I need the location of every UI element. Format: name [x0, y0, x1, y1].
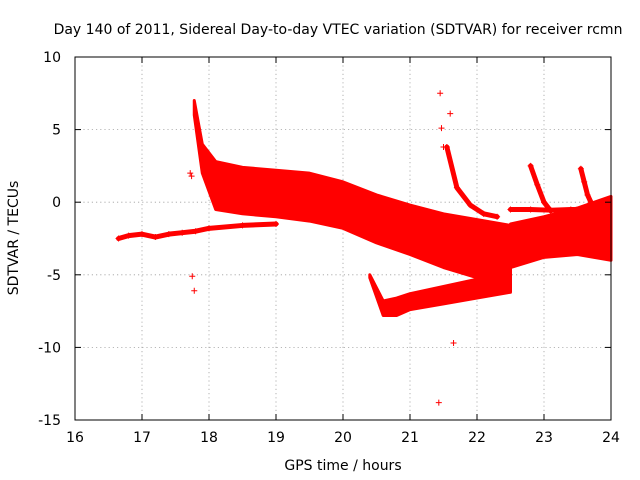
data-point	[435, 399, 442, 406]
data-point	[467, 202, 474, 209]
x-tick-label: 18	[200, 430, 218, 446]
series-line	[444, 144, 500, 220]
series-line	[578, 166, 594, 205]
data-points: upper main tracelower rising tracepost-2…	[115, 90, 613, 406]
x-tick-label: 23	[535, 430, 553, 446]
data-point	[494, 213, 501, 220]
data-point	[125, 232, 132, 239]
x-tick-label: 17	[133, 430, 151, 446]
data-point	[453, 184, 460, 191]
data-point	[584, 191, 591, 198]
data-point	[581, 178, 588, 185]
data-point	[206, 225, 212, 232]
x-tick-label: 24	[602, 430, 620, 446]
data-point	[139, 231, 145, 238]
data-point	[567, 206, 574, 213]
data-point	[447, 110, 454, 117]
x-tick-label: 20	[334, 430, 352, 446]
data-point	[115, 235, 122, 242]
data-point	[152, 234, 159, 241]
data-point	[179, 229, 186, 236]
y-tick-label: -15	[38, 413, 61, 429]
data-point	[581, 206, 588, 213]
x-tick-label: 21	[401, 430, 419, 446]
y-tick-label: 5	[52, 123, 61, 139]
chart-title: Day 140 of 2011, Sidereal Day-to-day VTE…	[54, 22, 623, 38]
y-axis-label: SDTVAR / TECUs	[6, 181, 22, 296]
data-point	[187, 170, 194, 177]
axis-ticks: 16 17 18 19 20 21 22 23 24 -15 -10 -5 0 5 10	[38, 50, 620, 446]
data-point	[191, 287, 198, 294]
x-tick-label: 22	[468, 430, 486, 446]
series-line	[116, 221, 279, 241]
data-point	[577, 165, 584, 172]
y-tick-label: -5	[47, 268, 61, 284]
data-point	[587, 199, 594, 206]
data-point	[273, 220, 279, 227]
y-tick-label: -10	[38, 340, 61, 356]
data-point	[527, 206, 534, 213]
data-point	[534, 181, 541, 188]
data-point	[437, 90, 444, 97]
data-point	[192, 228, 199, 235]
data-point	[188, 173, 195, 180]
x-axis-label: GPS time / hours	[284, 458, 401, 474]
data-point	[239, 222, 246, 229]
data-point	[541, 199, 547, 206]
x-tick-label: 19	[267, 430, 285, 446]
data-point	[450, 340, 457, 347]
data-point	[507, 206, 514, 213]
x-tick-label: 16	[66, 430, 84, 446]
data-point	[547, 207, 554, 214]
y-tick-label: 10	[43, 50, 61, 66]
series-line	[528, 163, 554, 214]
data-point	[480, 210, 487, 217]
y-tick-label: 0	[52, 195, 61, 211]
data-point	[527, 162, 534, 169]
data-point	[438, 125, 445, 132]
data-point	[165, 231, 172, 238]
data-point	[440, 144, 447, 151]
data-band: lower rising trace	[368, 273, 512, 317]
data-point	[189, 273, 196, 280]
